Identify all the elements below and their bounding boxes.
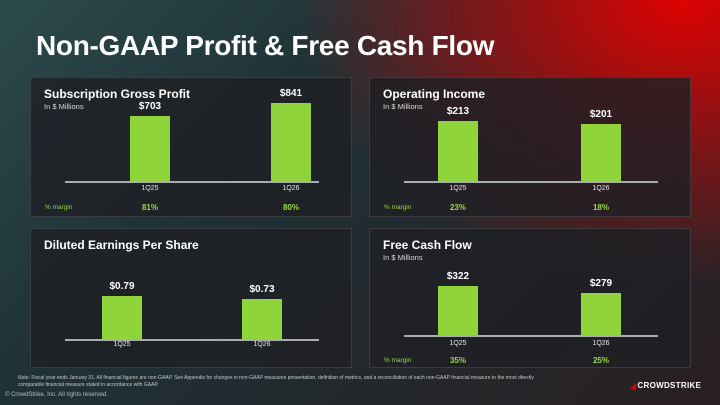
chart-title: Operating Income xyxy=(383,87,486,101)
margin-value: 80% xyxy=(282,203,299,212)
logo-text: CROWDSTRIKE xyxy=(637,381,702,390)
chart-subtitle: In $ Millions xyxy=(383,253,423,262)
category-label: 1Q26 xyxy=(592,185,610,192)
x-axis-line xyxy=(404,335,658,337)
margin-caption: % margin xyxy=(384,357,412,364)
bar-value-label: $0.79 xyxy=(109,280,135,292)
category-label: 1Q25 xyxy=(449,185,467,192)
category-label: 1Q26 xyxy=(592,340,610,347)
x-axis-line xyxy=(404,181,658,183)
margin-value: 18% xyxy=(592,203,609,212)
category-label: 1Q25 xyxy=(449,340,467,347)
copyright: © CrowdStrike, Inc. All rights reserved. xyxy=(5,392,108,398)
chart-subtitle: In $ Millions xyxy=(44,102,84,111)
bar-value-label: $213 xyxy=(446,105,470,117)
slide-title: Non-GAAP Profit & Free Cash Flow xyxy=(36,30,495,61)
x-axis-line xyxy=(65,339,319,341)
category-label: 1Q25 xyxy=(113,341,131,348)
chart-title: Subscription Gross Profit xyxy=(44,87,191,101)
operating-income-panel: Operating Income In $ Millions $213 1Q25 23%… xyxy=(369,77,691,217)
crowdstrike-logo: ◢CROWDSTRIKE xyxy=(630,381,701,390)
bar-value-label: $201 xyxy=(589,109,613,121)
diluted-eps-panel: Diluted Earnings Per Share $0.79 1Q25 $0.73… xyxy=(30,228,352,368)
bar-1q26 xyxy=(581,124,621,181)
bar-1q26 xyxy=(581,292,621,335)
subscription-gross-profit-panel: Subscription Gross Profit In $ Millions $7… xyxy=(30,77,352,217)
chart-title: Diluted Earnings Per Share xyxy=(44,238,199,252)
margin-value: 35% xyxy=(449,356,466,365)
bar-1q25 xyxy=(130,116,170,181)
bar-value-label: $279 xyxy=(589,277,613,289)
bar-1q25 xyxy=(438,120,478,181)
margin-caption: % margin xyxy=(384,204,412,211)
bar-value-label: $322 xyxy=(446,271,470,283)
category-label: 1Q25 xyxy=(141,185,159,192)
footnote: Note: Fiscal year ends January 31. All f… xyxy=(18,375,534,388)
x-axis-line xyxy=(65,181,319,183)
margin-value: 25% xyxy=(592,356,609,365)
category-label: 1Q26 xyxy=(282,185,300,192)
bar-value-label: $703 xyxy=(138,101,162,113)
falcon-icon: ◢ xyxy=(630,381,637,390)
bar-1q25 xyxy=(102,295,142,339)
free-cash-flow-panel: Free Cash Flow In $ Millions $322 1Q25 35% $2… xyxy=(369,228,691,368)
margin-value: 23% xyxy=(449,203,466,212)
chart-subtitle: In $ Millions xyxy=(383,102,423,111)
chart-title: Free Cash Flow xyxy=(383,238,472,252)
bar-1q26 xyxy=(242,298,282,339)
bar-1q26 xyxy=(271,103,311,181)
margin-caption: % margin xyxy=(45,204,73,211)
bar-value-label: $0.73 xyxy=(249,283,275,295)
category-label: 1Q26 xyxy=(253,341,271,348)
bar-value-label: $841 xyxy=(279,88,303,100)
bar-1q25 xyxy=(438,286,478,335)
margin-value: 81% xyxy=(141,203,158,212)
